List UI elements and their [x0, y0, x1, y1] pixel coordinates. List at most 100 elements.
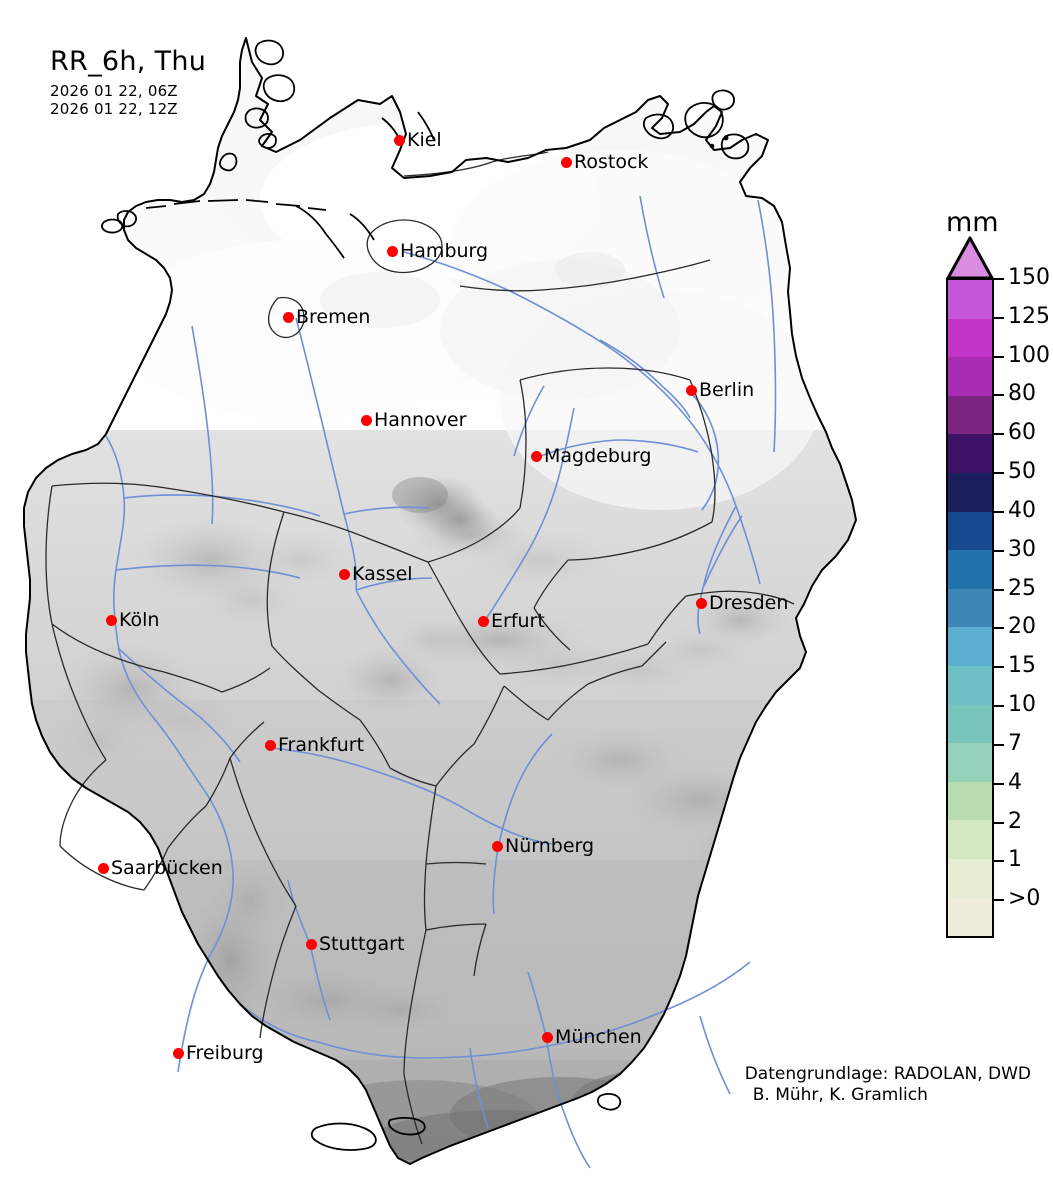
city-label: Köln [119, 609, 160, 631]
city-marker[interactable]: Hannover [361, 411, 466, 430]
city-label: Nürnberg [505, 835, 595, 857]
colorbar-tick-mark [994, 510, 1004, 513]
city-marker[interactable]: Rostock [561, 153, 648, 172]
colorbar-tick-mark [994, 472, 1004, 475]
city-marker[interactable]: Freiburg [173, 1044, 264, 1063]
city-dot-icon [339, 569, 350, 580]
colorbar-gradient[interactable] [946, 278, 994, 938]
title-block: RR_6h, Thu 2026 01 22, 06Z 2026 01 22, 1… [50, 46, 206, 118]
city-marker[interactable]: Nürnberg [492, 837, 594, 856]
colorbar[interactable]: 150 125 100 80 60 50 40 30 25 20 15 10 7 4 2 1 >0 [946, 236, 1050, 946]
page-title: RR_6h, Thu [50, 46, 207, 77]
colorbar-tick-label: 60 [1008, 420, 1036, 446]
rivers-layer [105, 195, 777, 1169]
city-label: München [555, 1026, 642, 1048]
colorbar-tick-mark [994, 549, 1004, 552]
colorbar-segment [948, 858, 992, 898]
colorbar-tick-mark [994, 355, 1004, 358]
weather-map[interactable] [0, 0, 930, 1185]
colorbar-tick-label: 25 [1008, 575, 1036, 601]
city-dot-icon [387, 246, 398, 257]
colorbar-tick-mark [994, 394, 1004, 397]
colorbar-tick-label: 4 [1008, 769, 1022, 795]
colorbar-tick-label: 100 [1008, 342, 1050, 368]
colorbar-tick-label: 80 [1008, 381, 1036, 407]
city-dot-icon [561, 157, 572, 168]
attribution-authors: B. Mühr, K. Gramlich [752, 1085, 928, 1105]
colorbar-segment [948, 820, 992, 859]
city-dot-icon [361, 415, 372, 426]
colorbar-tick-label: 1 [1008, 847, 1022, 873]
colorbar-tick-label: 50 [1008, 459, 1036, 485]
colorbar-tick-mark [994, 278, 1004, 280]
colorbar-segment [948, 588, 992, 628]
colorbar-tick-mark [994, 782, 1004, 785]
colorbar-segment [948, 318, 992, 358]
colorbar-tick-label: 40 [1008, 497, 1036, 523]
colorbar-tick-mark [994, 743, 1004, 746]
city-dot-icon [478, 616, 489, 627]
city-marker[interactable]: Stuttgart [306, 935, 404, 954]
colorbar-segment [948, 511, 992, 551]
city-marker[interactable]: Frankfurt [265, 736, 364, 755]
colorbar-segment [948, 627, 992, 666]
colorbar-tick-mark [994, 860, 1004, 863]
colorbar-segment [948, 472, 992, 512]
city-label: Rostock [574, 151, 649, 173]
city-dot-icon [173, 1048, 184, 1059]
city-dot-icon [686, 385, 697, 396]
city-marker[interactable]: Köln [106, 611, 159, 630]
city-label: Kiel [407, 129, 442, 151]
city-marker[interactable]: Kassel [339, 565, 413, 584]
colorbar-tick-label: 30 [1008, 536, 1036, 562]
city-label: Magdeburg [544, 445, 652, 467]
colorbar-tick-mark [994, 588, 1004, 591]
colorbar-segment [948, 897, 992, 937]
city-dot-icon [106, 615, 117, 626]
city-label: Berlin [699, 379, 755, 401]
colorbar-tick-label: 7 [1008, 730, 1022, 756]
city-dot-icon [306, 939, 317, 950]
colorbar-tick-mark [994, 627, 1004, 630]
city-label: Bremen [296, 306, 371, 328]
coastline-islands [101, 39, 750, 1151]
city-dot-icon [531, 451, 542, 462]
city-marker[interactable]: Magdeburg [531, 447, 652, 466]
colorbar-tick-label: 10 [1008, 692, 1036, 718]
attribution-source: Datengrundlage: RADOLAN, DWD [744, 1064, 1031, 1084]
colorbar-segment [948, 781, 992, 821]
colorbar-segment [948, 395, 992, 435]
country-outline [23, 37, 857, 1165]
colorbar-tick-mark [994, 433, 1004, 436]
colorbar-segment [948, 280, 992, 319]
colorbar-segment [948, 434, 992, 473]
city-marker[interactable]: Bremen [283, 308, 370, 327]
colorbar-tick-label: 2 [1008, 808, 1022, 834]
city-label: Hamburg [400, 240, 489, 262]
city-dot-icon [696, 598, 707, 609]
city-marker[interactable]: Hamburg [387, 242, 488, 261]
colorbar-tick-mark [994, 821, 1004, 824]
city-dot-icon [492, 841, 503, 852]
city-marker[interactable]: München [542, 1028, 642, 1047]
city-label: Dresden [709, 592, 789, 614]
colorbar-tick-mark [994, 705, 1004, 708]
colorbar-segment [948, 665, 992, 705]
colorbar-tick-label: 125 [1008, 303, 1050, 329]
colorbar-segment [948, 550, 992, 589]
city-dot-icon [542, 1032, 553, 1043]
city-label: Stuttgart [319, 933, 405, 955]
colorbar-tick-label: >0 [1008, 886, 1041, 912]
colorbar-segment [948, 704, 992, 744]
city-dot-icon [98, 863, 109, 874]
city-marker[interactable]: Berlin [686, 381, 754, 400]
city-marker[interactable]: Saarbücken [98, 859, 223, 878]
city-label: Erfurt [491, 610, 545, 632]
city-label: Freiburg [186, 1042, 264, 1064]
colorbar-tick-label: 15 [1008, 653, 1036, 679]
map-canvas [23, 37, 857, 1169]
city-marker[interactable]: Kiel [394, 131, 442, 150]
city-marker[interactable]: Dresden [696, 594, 788, 613]
colorbar-tick-mark [994, 666, 1004, 669]
city-marker[interactable]: Erfurt [478, 612, 545, 631]
